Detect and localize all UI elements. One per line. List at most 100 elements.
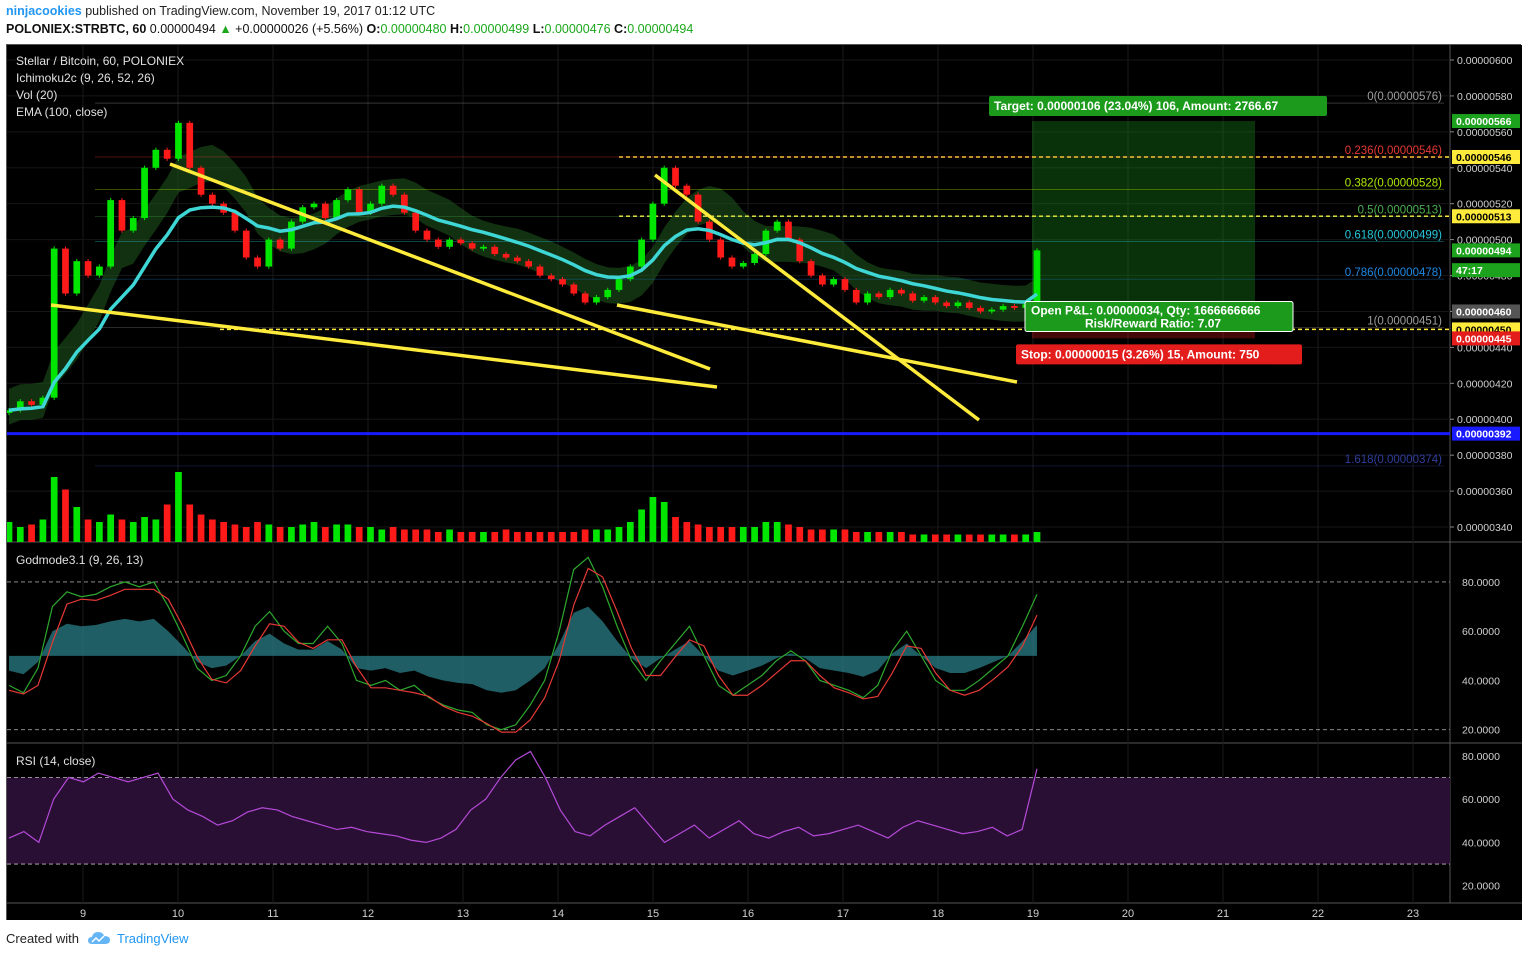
volume-bar xyxy=(785,524,792,542)
legend-volume: Vol (20) xyxy=(16,88,57,102)
close-label: C: xyxy=(614,22,628,36)
volume-bar xyxy=(163,504,171,542)
open-label: O: xyxy=(366,22,381,36)
volume-bar xyxy=(819,529,826,542)
volume-bar xyxy=(638,509,645,542)
candle-body xyxy=(434,239,442,247)
candle-body xyxy=(807,261,815,276)
candle-body xyxy=(16,401,24,411)
author-link[interactable]: ninjacookies xyxy=(6,4,82,18)
volume-bar xyxy=(886,532,894,542)
volume-bar xyxy=(864,532,871,542)
chart-canvas[interactable]: 9 10 11 12 13 14 15 16 17 18 19 20 21 22 23 0.00000600 0… xyxy=(7,45,1522,921)
x-tick-label: 23 xyxy=(1407,908,1419,920)
chart-area[interactable]: 9 10 11 12 13 14 15 16 17 18 19 20 21 22 23 0.00000600 0… xyxy=(6,44,1522,921)
volume-bar xyxy=(672,517,679,542)
candle-body xyxy=(751,253,758,263)
volume-bar xyxy=(694,524,702,542)
candle-body xyxy=(672,167,679,186)
candle-body xyxy=(875,293,883,298)
volume-bar xyxy=(231,524,239,542)
volume-bar xyxy=(344,524,352,542)
candle-body xyxy=(864,293,871,303)
candle-body xyxy=(163,149,171,159)
volume-bar xyxy=(265,524,273,542)
volume-bar xyxy=(547,532,555,542)
volume-bar xyxy=(525,532,533,542)
volume-bar xyxy=(412,529,420,542)
stop-label-box xyxy=(1016,344,1302,365)
volume-bar xyxy=(762,522,770,542)
candle-body xyxy=(886,289,894,298)
volume-bar xyxy=(7,522,13,542)
pnl-label: Open P&L: 0.00000034, Qty: 1666666666 xyxy=(1031,303,1261,317)
symbol-label: POLONIEX:STRBTC, 60 xyxy=(6,22,147,36)
x-tick-label: 21 xyxy=(1217,908,1229,920)
price-tick-label: 0.00000380 xyxy=(1457,450,1513,462)
volume-bar xyxy=(536,532,544,542)
volume-bar xyxy=(96,522,103,542)
candle-body xyxy=(265,239,273,267)
publish-line: ninjacookies published on TradingView.co… xyxy=(6,4,435,18)
price-marker xyxy=(1452,149,1520,164)
candle-body xyxy=(819,275,826,285)
godmode-fill xyxy=(9,606,1037,693)
up-triangle-icon: ▲ xyxy=(219,22,232,36)
price-tick-label: 0.00000420 xyxy=(1457,378,1513,390)
volume-bar xyxy=(276,527,284,542)
x-tick-label: 9 xyxy=(80,908,86,920)
volume-bar xyxy=(288,527,295,542)
price-tick-label: 0.00000400 xyxy=(1457,414,1513,426)
price-marker-label: 0.00000460 xyxy=(1456,306,1512,318)
price-marker-label: 0.00000392 xyxy=(1456,429,1512,441)
volume-bar xyxy=(480,532,487,542)
candle-body xyxy=(909,293,917,301)
rsi-tick-label: 40.0000 xyxy=(1462,837,1500,849)
candle-body xyxy=(423,230,431,240)
volume-bar xyxy=(197,514,205,542)
volume-bar xyxy=(977,534,984,542)
tradingview-cloud-icon xyxy=(88,932,110,944)
candle-body xyxy=(559,279,566,285)
tradingview-link[interactable]: TradingView xyxy=(117,931,189,946)
candle-body xyxy=(355,189,363,213)
volume-bar xyxy=(107,514,115,542)
price-marker xyxy=(1452,243,1520,258)
volume-bar xyxy=(593,529,600,542)
godmode-tick-label: 40.0000 xyxy=(1462,675,1500,687)
candle-body xyxy=(525,261,533,267)
price-tick-label: 0.00000560 xyxy=(1457,127,1513,139)
fib-level-label: 0(0.00000576) xyxy=(1367,91,1442,103)
candle-body xyxy=(830,279,838,285)
price-marker-label: 0.00000445 xyxy=(1456,333,1512,345)
volume-bar xyxy=(728,527,736,542)
price-marker-label: 0.00000546 xyxy=(1456,152,1512,164)
godmode-green-line xyxy=(8,556,1038,731)
volume-bar xyxy=(254,522,261,542)
volume-bar xyxy=(626,522,634,542)
x-tick-label: 19 xyxy=(1027,908,1039,920)
x-tick-label: 17 xyxy=(837,908,849,920)
x-tick-label: 13 xyxy=(457,908,469,920)
volume-bar xyxy=(389,527,397,542)
volume-bar xyxy=(129,522,137,542)
volume-bar xyxy=(931,534,939,542)
candle-body xyxy=(796,239,804,262)
price-marker-label: 0.00000513 xyxy=(1456,211,1512,223)
price-marker-label: 47:17 xyxy=(1456,265,1483,277)
price-marker xyxy=(1452,209,1520,224)
volume-bar xyxy=(830,529,838,542)
candle-body xyxy=(728,257,736,267)
candle-body xyxy=(999,306,1007,310)
price-marker xyxy=(1452,114,1520,129)
candle-body xyxy=(593,297,600,303)
volume-bar xyxy=(434,532,442,542)
volume-bar xyxy=(378,529,386,542)
volume-bar xyxy=(920,534,928,542)
volume-bar xyxy=(321,527,329,542)
fib-level-label: 1(0.00000451) xyxy=(1367,316,1442,328)
rsi-tick-label: 20.0000 xyxy=(1462,881,1500,893)
candle-body xyxy=(717,239,725,258)
legend-title: Stellar / Bitcoin, 60, POLONIEX xyxy=(16,54,184,68)
volume-bar xyxy=(852,532,860,542)
